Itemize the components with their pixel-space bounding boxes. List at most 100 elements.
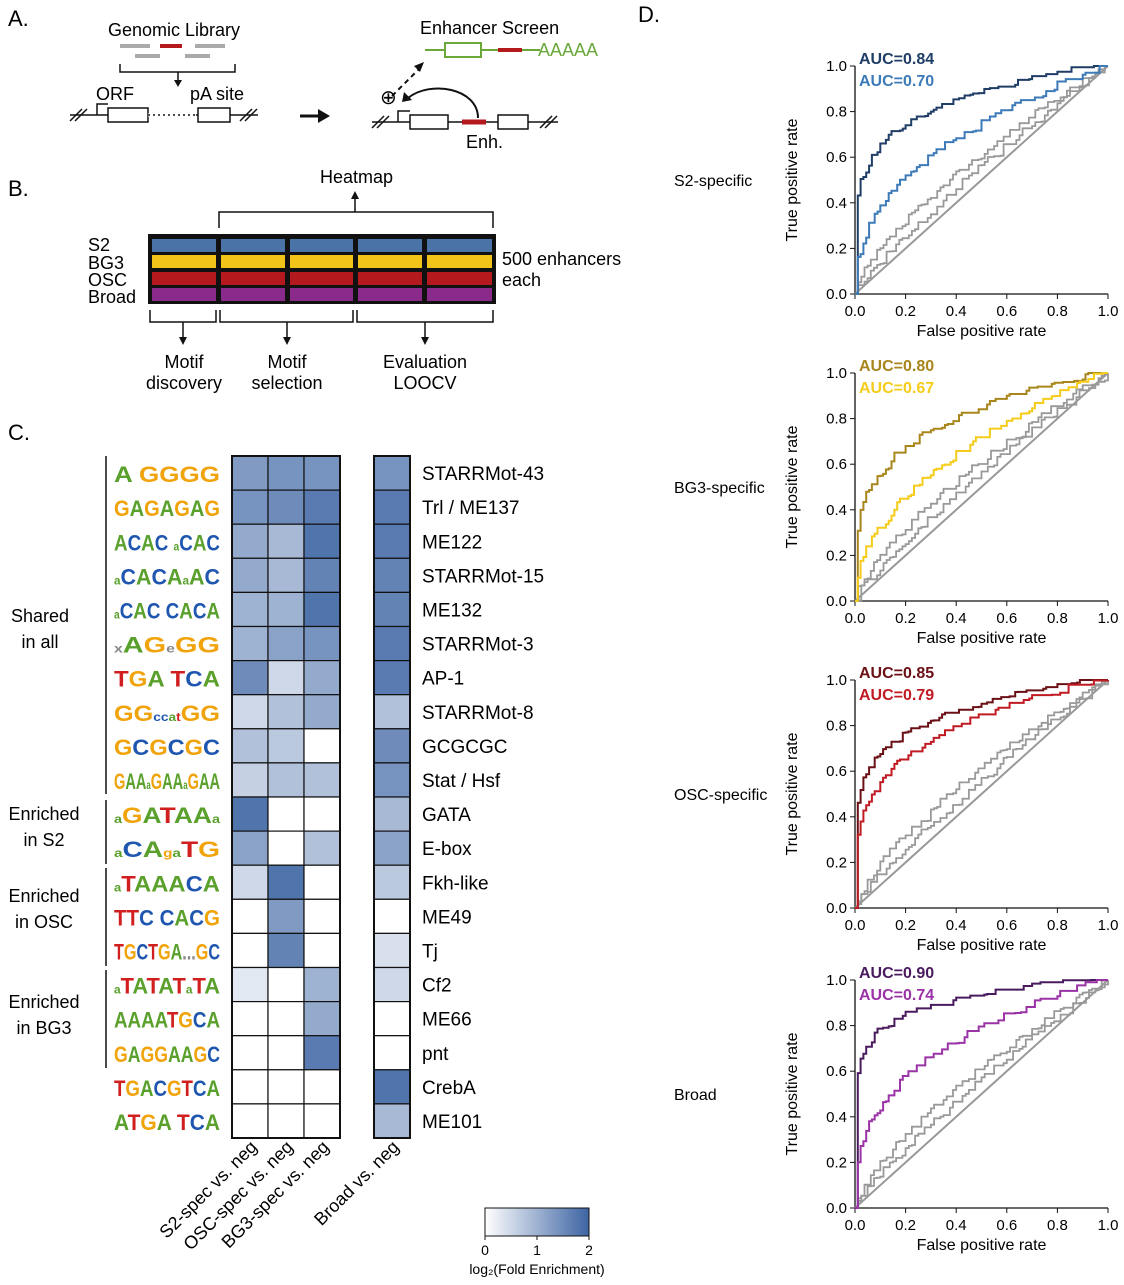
colorbar bbox=[484, 1207, 590, 1237]
heat-cell-10-1 bbox=[267, 796, 305, 832]
heat-cell-19-0 bbox=[231, 1103, 269, 1139]
heat-cell-broad-17 bbox=[373, 1035, 411, 1071]
y-tick-label: 1.0 bbox=[826, 972, 847, 989]
motif-logo: GAAaGAAaGAA bbox=[114, 769, 220, 794]
heat-cell-6-2 bbox=[303, 659, 341, 696]
heat-cell-0-0 bbox=[231, 455, 269, 491]
motif-name: STARRMot-8 bbox=[422, 703, 534, 724]
group-bg3-line2: in BG3 bbox=[16, 1018, 71, 1038]
row-label-bg3: BG3 bbox=[88, 253, 124, 273]
heat-cell-11-0 bbox=[231, 830, 269, 866]
group-s2-line1: Enriched bbox=[8, 804, 79, 824]
heat-cell-15-0 bbox=[231, 966, 269, 1003]
enhancers-each-label: each bbox=[502, 270, 541, 290]
heat-cell-13-1 bbox=[267, 898, 305, 934]
colorbar-tick-0: 0 bbox=[481, 1242, 489, 1258]
band-0-2 bbox=[290, 239, 353, 252]
x-tick-label: 0.6 bbox=[996, 1217, 1017, 1234]
group-osc-line2: in OSC bbox=[15, 912, 73, 932]
y-tick-label: 1.0 bbox=[826, 58, 847, 75]
band-3-0 bbox=[152, 288, 216, 301]
motif-name: STARRMot-43 bbox=[422, 464, 544, 485]
motif-logo: aTAAACA bbox=[114, 871, 220, 896]
motif-name: Cf2 bbox=[422, 976, 452, 997]
heat-cell-broad-7 bbox=[373, 694, 411, 730]
motif-logo: ACAC aCAC bbox=[114, 530, 220, 555]
heat-cell-broad-13 bbox=[373, 898, 411, 934]
motif-name: Stat / Hsf bbox=[422, 771, 501, 792]
x-tick-label: 0.6 bbox=[996, 917, 1017, 934]
heat-cell-broad-10 bbox=[373, 796, 411, 832]
motif-logo: TGA TCA bbox=[114, 667, 220, 692]
motif-logo: AAAATGCA bbox=[114, 1008, 220, 1033]
heat-cell-4-1 bbox=[267, 591, 305, 628]
motif-logo: aTATATaTA bbox=[114, 974, 220, 999]
heat-cell-5-1 bbox=[267, 625, 305, 662]
auc-label: AUC=0.80 bbox=[859, 358, 934, 375]
roc-plot-broad: 0.00.0 0.2 0.2 0.4 0.4 0.6 0.6 0.8 0.8 1.0 1.0 Fals… bbox=[674, 965, 1118, 1254]
x-tick-label: 0.4 bbox=[946, 917, 967, 934]
y-tick-label: 0.2 bbox=[826, 1154, 847, 1171]
auc-label: AUC=0.70 bbox=[859, 73, 934, 90]
motif-logo: GAGGAAGC bbox=[114, 1042, 220, 1067]
roc-line bbox=[855, 372, 1108, 602]
x-tick-label: 0.8 bbox=[1047, 1217, 1068, 1234]
y-tick-label: 0.8 bbox=[826, 411, 847, 428]
motif-logo: TGACGTCA bbox=[114, 1076, 220, 1101]
y-tick-label: 0.6 bbox=[826, 456, 847, 473]
heat-cell-9-2 bbox=[303, 762, 341, 798]
auc-label: AUC=0.90 bbox=[859, 965, 934, 982]
heat-cell-broad-4 bbox=[373, 591, 411, 628]
motif-discovery-line2: discovery bbox=[146, 373, 222, 393]
y-tick-label: 0.2 bbox=[826, 240, 847, 257]
heat-cell-17-0 bbox=[231, 1035, 269, 1071]
motif-name: pnt bbox=[422, 1044, 449, 1065]
motif-name: ME122 bbox=[422, 532, 482, 553]
motif-name: Tj bbox=[422, 941, 438, 962]
heat-cell-broad-9 bbox=[373, 762, 411, 798]
band-0-4 bbox=[427, 239, 492, 252]
motif-logo: ATGA TCA bbox=[114, 1110, 220, 1135]
band-1-2 bbox=[290, 255, 353, 268]
x-tick-label: 0.8 bbox=[1047, 917, 1068, 934]
control-roc-line bbox=[855, 372, 1108, 602]
heat-cell-18-2 bbox=[303, 1069, 341, 1105]
motif-heatmap bbox=[231, 455, 411, 1139]
group-s2-line2: in S2 bbox=[23, 830, 64, 850]
heat-cell-broad-5 bbox=[373, 625, 411, 662]
group-shared-line2: in all bbox=[21, 632, 58, 652]
heatmap-label: Heatmap bbox=[320, 167, 393, 187]
heat-cell-12-2 bbox=[303, 864, 341, 900]
group-osc-line1: Enriched bbox=[8, 886, 79, 906]
roc-plot-s2-specific: 0.00.0 0.2 0.2 0.4 0.4 0.6 0.6 0.8 0.8 1.0 1.0 Fals… bbox=[674, 51, 1118, 340]
control-roc-line bbox=[855, 679, 1108, 909]
y-tick-label: 0.4 bbox=[826, 809, 847, 826]
panel-a: A. Genomic Library ORF pA site Enhancer … bbox=[8, 6, 598, 152]
auc-label: AUC=0.67 bbox=[859, 380, 934, 397]
band-3-3 bbox=[358, 288, 422, 301]
band-2-3 bbox=[358, 272, 422, 285]
panel-c: C. Shared in all Enriched in S2 Enriched… bbox=[8, 420, 605, 1277]
heat-cell-5-2 bbox=[303, 625, 341, 662]
heat-frame-broad bbox=[373, 455, 411, 1139]
heat-cell-18-0 bbox=[231, 1069, 269, 1105]
diagonal-line bbox=[854, 679, 1109, 909]
heat-cell-16-1 bbox=[267, 1000, 305, 1037]
band-1-0 bbox=[152, 255, 216, 268]
enhancer-row-labels: S2 BG3 OSC Broad bbox=[88, 235, 136, 307]
band-3-2 bbox=[290, 288, 353, 301]
heat-cell-8-0 bbox=[231, 728, 269, 764]
control-roc-line bbox=[855, 979, 1109, 1209]
heat-cell-1-2 bbox=[303, 489, 341, 525]
motif-selection-line2: selection bbox=[251, 373, 322, 393]
heat-cell-0-1 bbox=[267, 455, 305, 491]
y-axis-label: True positive rate bbox=[784, 425, 801, 548]
roc-plot-title: OSC-specific bbox=[674, 787, 767, 804]
heat-cell-broad-18 bbox=[373, 1069, 411, 1105]
colorbar-tick-1: 1 bbox=[533, 1242, 541, 1258]
panel-d-label: D. bbox=[638, 2, 660, 27]
band-0-0 bbox=[152, 239, 216, 252]
